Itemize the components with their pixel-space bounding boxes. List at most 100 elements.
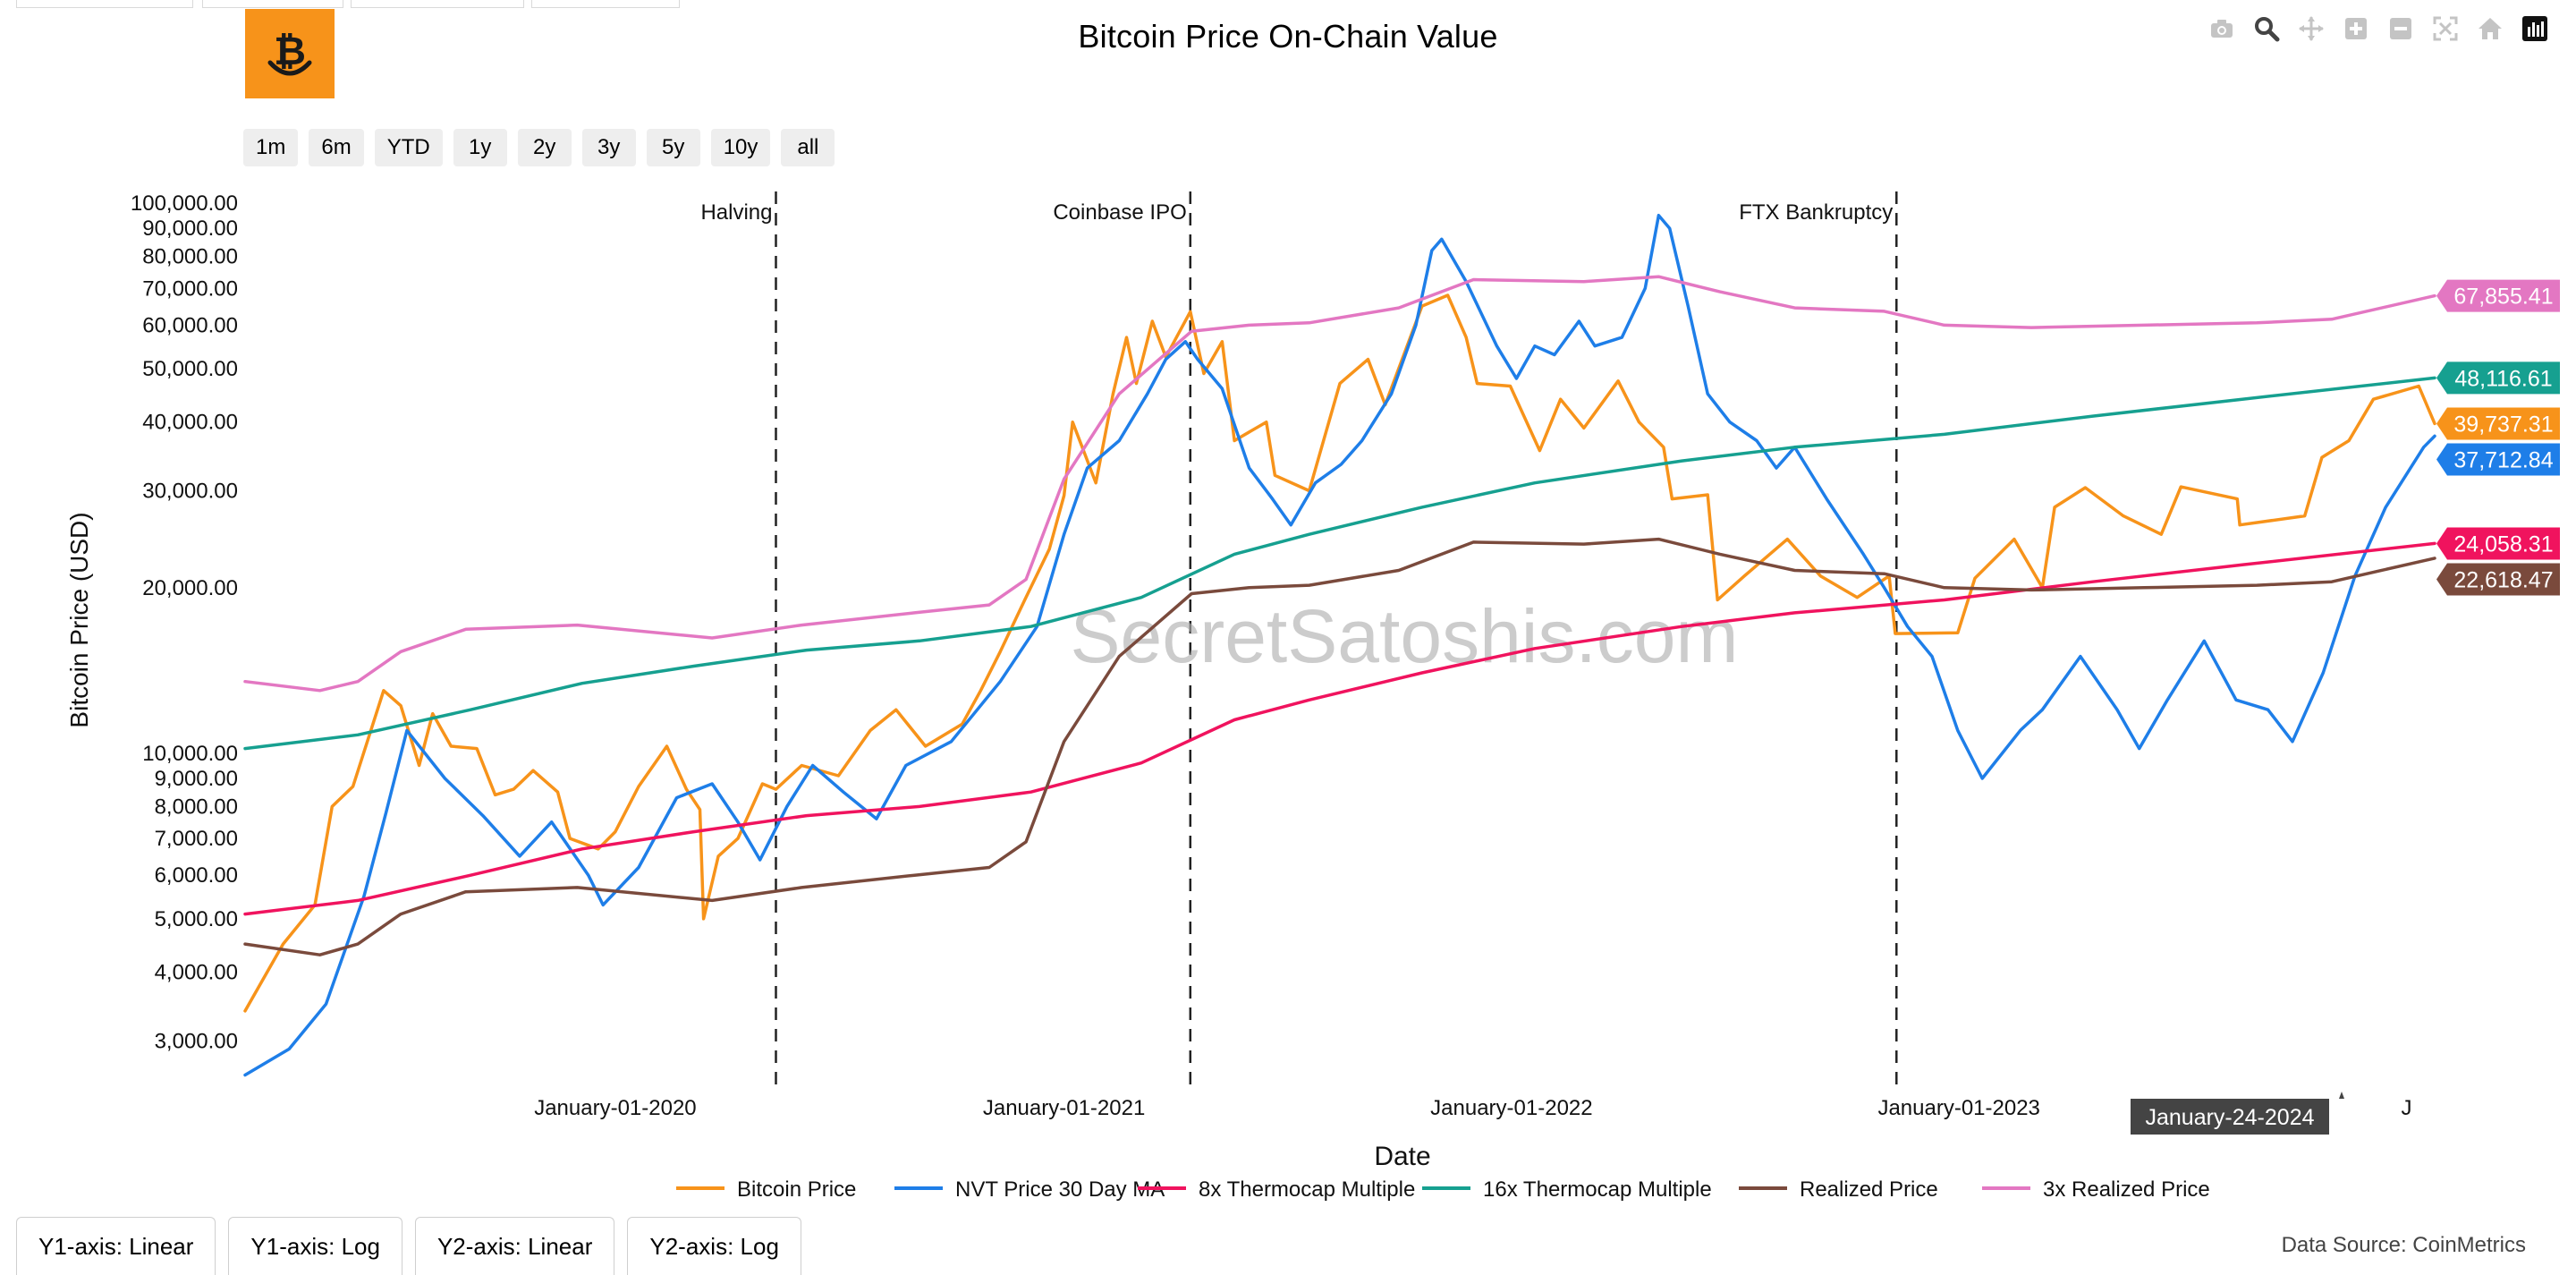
y-tick-label: 10,000.00 [142,742,238,766]
series-line-8x-thermocap-multiple [243,541,2436,916]
y1-axis-log-tab[interactable]: Y1-axis: Log [228,1217,402,1275]
zoom-out-icon[interactable] [2383,13,2419,45]
top-tab-stub [16,0,193,8]
end-value-badge [2436,407,2560,440]
axis-scale-tabs: Y1-axis: Linear Y1-axis: Log Y2-axis: Li… [16,1217,814,1275]
zoom-icon[interactable] [2249,13,2284,45]
x-tick-label: January-01-2022 [1430,1096,1592,1120]
top-tab-stub [351,0,524,8]
hover-date-label: January-24-2024 [2131,1092,2344,1135]
svg-text:₿: ₿ [274,29,306,74]
legend-label: Bitcoin Price [737,1177,856,1202]
watermark: SecretSatoshis.com [1071,594,1739,678]
range-button-ytd[interactable]: YTD [374,129,443,166]
end-value-label: 48,116.61 [2436,361,2560,395]
y-tick-label: 60,000.00 [142,313,238,337]
series-line-16x-thermocap-multiple [243,376,2436,751]
range-button-3y[interactable]: 3y [581,129,636,166]
x-tick-label: J [2401,1096,2411,1120]
end-value-badge [2436,527,2560,560]
series-line-realized-price [243,537,2436,956]
data-source: Data Source: CoinMetrics [2281,1233,2526,1257]
end-value-text: 22,618.47 [2453,567,2553,592]
x-tick-label: January-01-2023 [1877,1096,2039,1120]
end-value-badge [2436,443,2560,476]
range-button-1y[interactable]: 1y [453,129,507,166]
y2-axis-log-tab[interactable]: Y2-axis: Log [627,1217,801,1275]
range-button-2y[interactable]: 2y [517,129,572,166]
end-value-text: 37,712.84 [2453,447,2553,472]
legend-label: 16x Thermocap Multiple [1483,1177,1712,1202]
legend-label: NVT Price 30 Day MA [955,1177,1165,1202]
end-value-text: 48,116.61 [2454,366,2552,391]
range-button-5y[interactable]: 5y [646,129,700,166]
y-axis-title: Bitcoin Price (USD) [65,512,93,727]
bitcoin-smile-logo-icon: ₿ [245,9,335,98]
y2-axis-linear-tab[interactable]: Y2-axis: Linear [414,1217,615,1275]
chart-title: Bitcoin Price On-Chain Value [1078,18,1498,55]
legend-label: 3x Realized Price [2043,1177,2210,1202]
y-tick-label: 7,000.00 [155,827,238,851]
end-value-label: 37,712.84 [2436,443,2560,476]
x-tick-label: January-01-2020 [534,1096,696,1120]
end-value-label: 67,855.41 [2436,279,2560,312]
end-value-label: 22,618.47 [2436,563,2560,596]
range-button-10y[interactable]: 10y [710,129,771,166]
series-line-nvt-price-30-day-ma [243,213,2436,1077]
legend-item[interactable]: NVT Price 30 Day MA [894,1177,1165,1202]
home-icon[interactable] [2472,13,2508,45]
y-tick-label: 8,000.00 [155,795,238,819]
end-value-text: 24,058.31 [2453,531,2553,557]
legend-item[interactable]: 3x Realized Price [1982,1177,2210,1202]
legend-item[interactable]: 8x Thermocap Multiple [1138,1177,1415,1202]
legend-label: 8x Thermocap Multiple [1199,1177,1415,1202]
y1-axis-linear-tab[interactable]: Y1-axis: Linear [16,1217,216,1275]
y-tick-label: 5,000.00 [155,907,238,931]
legend-item[interactable]: 16x Thermocap Multiple [1422,1177,1712,1202]
series-line-3x-realized-price [243,275,2436,693]
plotly-logo-icon[interactable] [2517,13,2553,45]
legend-item[interactable]: Realized Price [1739,1177,1938,1202]
top-tab-stub [202,0,343,8]
plot-modebar [2204,13,2553,45]
end-value-badge [2436,361,2560,395]
end-value-badge [2436,563,2560,596]
hover-date-badge [2131,1099,2329,1135]
y-tick-label: 70,000.00 [142,276,238,301]
pan-icon[interactable] [2293,13,2329,45]
zoom-in-icon[interactable] [2338,13,2374,45]
y-tick-label: 100,000.00 [131,191,238,216]
end-value-text: 39,737.31 [2453,412,2553,437]
camera-icon[interactable] [2204,13,2240,45]
hover-date-pointer [2339,1092,2344,1099]
event-label: FTX Bankruptcy [1739,200,1893,225]
y-tick-label: 4,000.00 [155,961,238,985]
x-axis-title: Date [1374,1142,1430,1171]
y-tick-label: 90,000.00 [142,217,238,241]
range-button-1m[interactable]: 1m [243,129,299,166]
autoscale-icon[interactable] [2428,13,2463,45]
y-tick-label: 3,000.00 [155,1029,238,1053]
range-button-all[interactable]: all [781,129,835,166]
top-tab-stub [531,0,680,8]
event-label: Coinbase IPO [1053,200,1186,225]
y-tick-label: 9,000.00 [155,767,238,791]
y-tick-label: 40,000.00 [142,411,238,435]
range-button-6m[interactable]: 6m [309,129,364,166]
y-tick-label: 50,000.00 [142,357,238,381]
y-tick-label: 80,000.00 [142,245,238,269]
y-tick-label: 20,000.00 [142,576,238,600]
hover-date-text: January-24-2024 [2145,1105,2314,1130]
y-tick-label: 6,000.00 [155,863,238,888]
legend-label: Realized Price [1800,1177,1938,1202]
end-value-badge [2436,279,2560,312]
legend-item[interactable]: Bitcoin Price [676,1177,856,1202]
end-value-label: 24,058.31 [2436,527,2560,560]
bitcoin-logo: ₿ [245,9,335,98]
y-tick-label: 30,000.00 [142,480,238,504]
end-value-text: 67,855.41 [2453,285,2553,310]
event-label: Halving [700,200,772,225]
range-selector: 1m 6m YTD 1y 2y 3y 5y 10y all [243,129,835,166]
